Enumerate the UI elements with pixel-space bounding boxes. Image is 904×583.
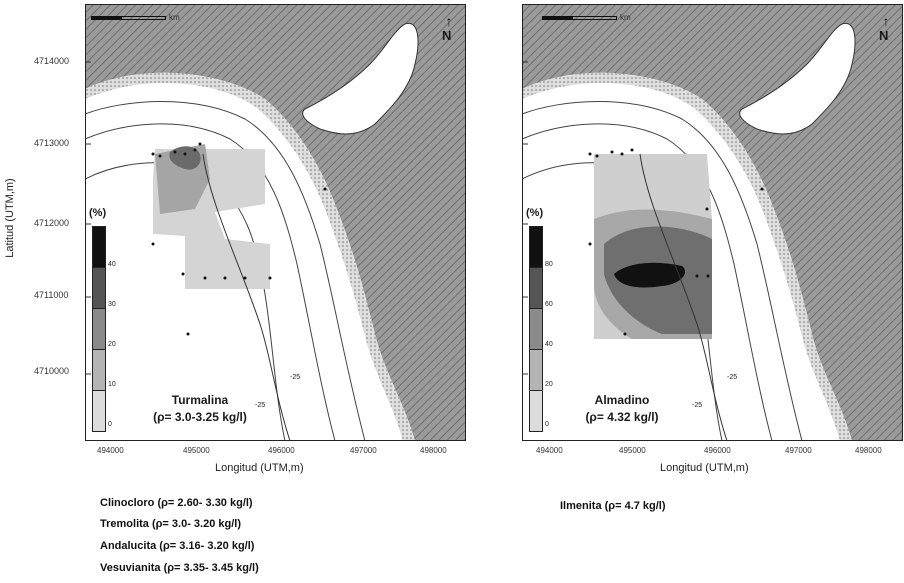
mineral-density: (ρ= 3.0-3.25 kg/l) bbox=[153, 410, 247, 424]
legend-title: (%) bbox=[89, 207, 107, 219]
x-axis-title: Longitud (UTM,m) bbox=[660, 462, 749, 474]
map-graphic bbox=[522, 4, 903, 441]
y-axis-title: Latitud (UTM,m) bbox=[4, 178, 16, 258]
legend-scale bbox=[92, 226, 106, 432]
x-tick-label: 496000 bbox=[268, 446, 295, 455]
x-tick-label: 498000 bbox=[855, 446, 882, 455]
caption-mineral: Andalucita (ρ= 3.16- 3.20 kg/l) bbox=[100, 540, 255, 552]
mineral-name: Turmalina bbox=[171, 393, 229, 407]
legend-tick: 10 bbox=[108, 381, 116, 388]
depth-contour bbox=[85, 162, 286, 441]
map-title: Turmalina (ρ= 3.0-3.25 kg/l) bbox=[140, 392, 260, 426]
map-graphic bbox=[85, 4, 466, 441]
legend-tick: 60 bbox=[545, 301, 553, 308]
legend-swatch bbox=[92, 391, 106, 432]
contour-label: -25 bbox=[692, 402, 703, 409]
scale-bar: km bbox=[542, 13, 632, 26]
legend-swatch bbox=[92, 350, 106, 391]
legend-scale bbox=[529, 226, 543, 432]
x-tick-label: 497000 bbox=[350, 446, 377, 455]
legend-tick: 80 bbox=[545, 261, 553, 268]
contour-label: -25 bbox=[727, 374, 738, 381]
map-panel-almadino: km ↑ N (%) 80 60 40 20 0 -25 -25 Almadin… bbox=[522, 4, 903, 441]
sample-points bbox=[588, 148, 764, 336]
survey-track bbox=[639, 153, 728, 441]
caption-mineral: Tremolita (ρ= 3.0- 3.20 kg/l) bbox=[100, 518, 241, 530]
scale-label: km bbox=[620, 13, 631, 22]
y-tick-label: 4711000 bbox=[34, 290, 69, 300]
legend-tick: 0 bbox=[108, 421, 112, 428]
shore-strip bbox=[522, 72, 852, 441]
depth-contour bbox=[522, 101, 803, 441]
north-arrow-icon: ↑ bbox=[882, 13, 890, 29]
scale-bar: km bbox=[91, 13, 181, 26]
lagoon bbox=[739, 22, 856, 135]
concentration-zone-high bbox=[169, 146, 201, 170]
concentration-zone-high bbox=[614, 262, 686, 288]
contour-label: -25 bbox=[290, 374, 301, 381]
legend-tick: 30 bbox=[108, 301, 116, 308]
y-tick-label: 4714000 bbox=[34, 56, 70, 66]
y-tick-label: 4712000 bbox=[34, 218, 70, 228]
x-tick-label: 496000 bbox=[704, 446, 731, 455]
north-arrow-icon: ↑ bbox=[445, 13, 453, 29]
legend-swatch bbox=[529, 309, 543, 350]
legend-tick: 20 bbox=[108, 341, 116, 348]
y-tick-label: 4713000 bbox=[34, 138, 70, 148]
survey-track bbox=[202, 153, 291, 441]
legend-swatch bbox=[92, 268, 106, 309]
map-panel-turmalina: km ↑ N (%) 40 30 20 10 0 -25 -25 Turmali… bbox=[85, 4, 466, 441]
depth-contour bbox=[85, 123, 336, 441]
legend-tick: 40 bbox=[545, 341, 553, 348]
mineral-name: Almadino bbox=[594, 393, 650, 407]
caption-mineral: Vesuvianita (ρ= 3.35- 3.45 kg/l) bbox=[100, 562, 259, 574]
x-tick-label: 494000 bbox=[97, 446, 124, 455]
y-tick-label: 4710000 bbox=[34, 366, 70, 376]
legend-title: (%) bbox=[526, 207, 544, 219]
mineral-density: (ρ= 4.32 kg/l) bbox=[585, 410, 659, 424]
north-label: N bbox=[879, 28, 889, 43]
depth-contour bbox=[522, 123, 773, 441]
legend-tick: 20 bbox=[545, 381, 553, 388]
caption-mineral: Clinocloro (ρ= 2.60- 3.30 kg/l) bbox=[100, 497, 253, 509]
legend-swatch bbox=[529, 226, 543, 268]
legend-swatch bbox=[529, 268, 543, 309]
legend-swatch bbox=[92, 309, 106, 350]
legend-tick: 0 bbox=[545, 421, 549, 428]
legend-tick: 40 bbox=[108, 261, 116, 268]
sample-points bbox=[151, 142, 327, 336]
x-tick-label: 498000 bbox=[420, 446, 447, 455]
lagoon bbox=[302, 22, 419, 135]
caption-mineral: Ilmenita (ρ= 4.7 kg/l) bbox=[560, 500, 666, 512]
x-tick-label: 497000 bbox=[785, 446, 812, 455]
map-title: Almadino (ρ= 4.32 kg/l) bbox=[562, 392, 682, 426]
legend-swatch bbox=[92, 226, 106, 268]
shore-strip bbox=[85, 72, 415, 441]
north-label: N bbox=[442, 28, 452, 43]
depth-contour bbox=[85, 101, 366, 441]
legend-swatch bbox=[529, 350, 543, 391]
x-tick-label: 495000 bbox=[619, 446, 646, 455]
scale-label: km bbox=[169, 13, 180, 22]
contour-label: -25 bbox=[255, 402, 266, 409]
x-tick-label: 495000 bbox=[183, 446, 210, 455]
legend-swatch bbox=[529, 391, 543, 432]
x-axis-title: Longitud (UTM,m) bbox=[215, 462, 304, 474]
x-tick-label: 494000 bbox=[536, 446, 563, 455]
